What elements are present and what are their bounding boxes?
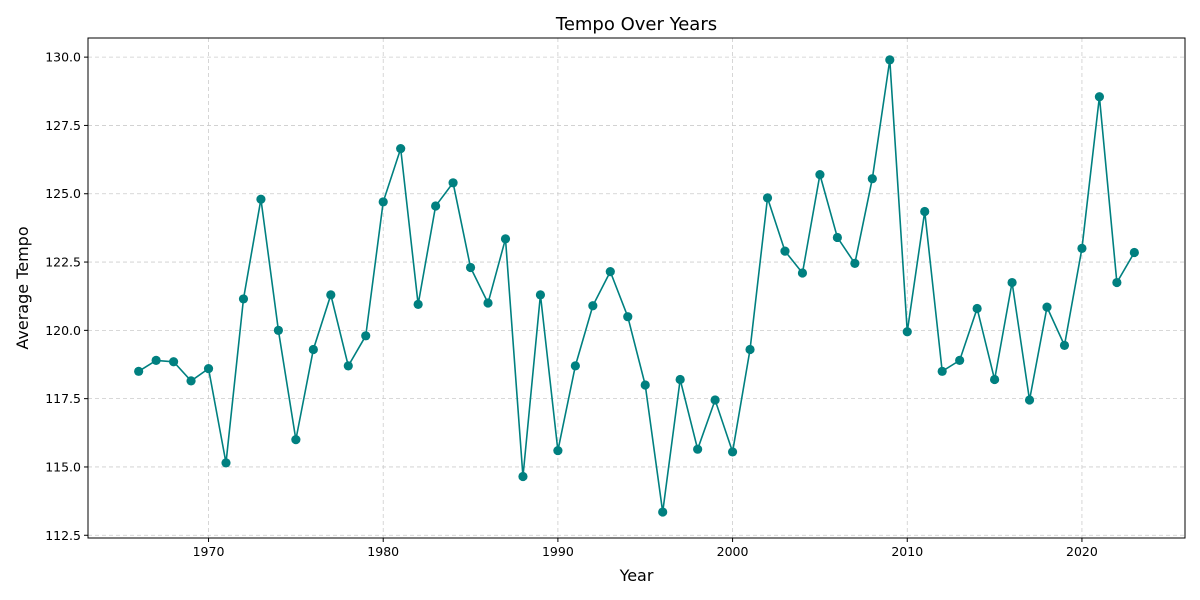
data-point [483, 298, 493, 308]
data-point [972, 303, 982, 314]
data-point [693, 444, 703, 454]
x-tick-label: 2000 [717, 544, 749, 559]
data-point [203, 364, 214, 374]
y-tick-label: 122.5 [45, 255, 81, 270]
data-point [623, 312, 633, 322]
data-point [850, 258, 860, 269]
data-point [1112, 277, 1122, 288]
y-axis: 112.5 115.0 117.5 120.0 122.5 125.0 127.5 130.0 [45, 50, 88, 543]
data-point [518, 471, 528, 482]
y-tick-label: 120.0 [45, 323, 81, 338]
y-tick-label: 130.0 [45, 50, 81, 65]
data-point [465, 262, 476, 273]
y-tick-label: 125.0 [45, 186, 81, 201]
data-point [780, 246, 790, 256]
data-point [605, 267, 615, 277]
grid [88, 38, 1185, 538]
y-tick-label: 115.0 [45, 459, 81, 474]
data-point [500, 234, 511, 244]
data-point [343, 361, 353, 371]
data-point [745, 344, 755, 355]
data-point [273, 325, 283, 335]
data-point [168, 357, 179, 367]
data-point [1077, 243, 1087, 253]
data-point [553, 445, 563, 456]
data-point [1007, 277, 1017, 288]
data-point [902, 327, 912, 337]
x-tick-label: 2020 [1066, 544, 1098, 559]
y-axis-label: Average Tempo [13, 226, 32, 349]
data-point [990, 374, 1000, 385]
data-point [413, 299, 423, 309]
data-points [134, 55, 1139, 517]
data-point [955, 355, 965, 365]
data-point [535, 290, 546, 300]
x-tick-label: 1980 [367, 544, 399, 559]
data-point [937, 366, 947, 376]
x-axis-label: Year [619, 566, 654, 585]
data-point [815, 170, 825, 180]
series-line [138, 59, 1136, 513]
data-point [570, 361, 580, 371]
data-point [238, 294, 249, 304]
data-point [151, 355, 161, 365]
y-tick-label: 127.5 [45, 118, 81, 133]
data-point [326, 290, 336, 300]
y-tick-label: 112.5 [45, 528, 81, 543]
data-point [1042, 302, 1052, 312]
data-point [797, 268, 808, 278]
data-point [396, 144, 406, 154]
data-point [588, 301, 598, 311]
data-point [291, 435, 301, 445]
data-point [221, 458, 231, 468]
data-point [1129, 247, 1139, 258]
data-point [762, 193, 773, 203]
x-tick-label: 1990 [542, 544, 574, 559]
data-point [727, 447, 738, 457]
x-axis: 1970 1980 1990 2000 2010 2020 [193, 538, 1098, 559]
data-point [832, 232, 842, 243]
data-point [256, 194, 266, 204]
data-point [710, 395, 720, 405]
data-point [867, 174, 877, 184]
data-point [640, 380, 650, 390]
x-tick-label: 2010 [891, 544, 923, 559]
data-point [675, 374, 685, 385]
data-point [1024, 395, 1035, 405]
data-point [920, 206, 930, 217]
data-point [134, 366, 144, 376]
data-point [448, 178, 458, 188]
plot-frame [87, 37, 1186, 539]
data-point [431, 201, 441, 211]
data-point [308, 344, 318, 355]
y-tick-label: 117.5 [45, 391, 81, 406]
data-point [885, 55, 895, 65]
data-point [1059, 340, 1070, 350]
x-tick-label: 1970 [193, 544, 225, 559]
data-point [658, 507, 668, 517]
data-point [1094, 92, 1105, 102]
chart-title: Tempo Over Years [555, 14, 717, 35]
data-point [378, 197, 388, 207]
data-point [361, 331, 371, 341]
data-point [186, 376, 196, 386]
